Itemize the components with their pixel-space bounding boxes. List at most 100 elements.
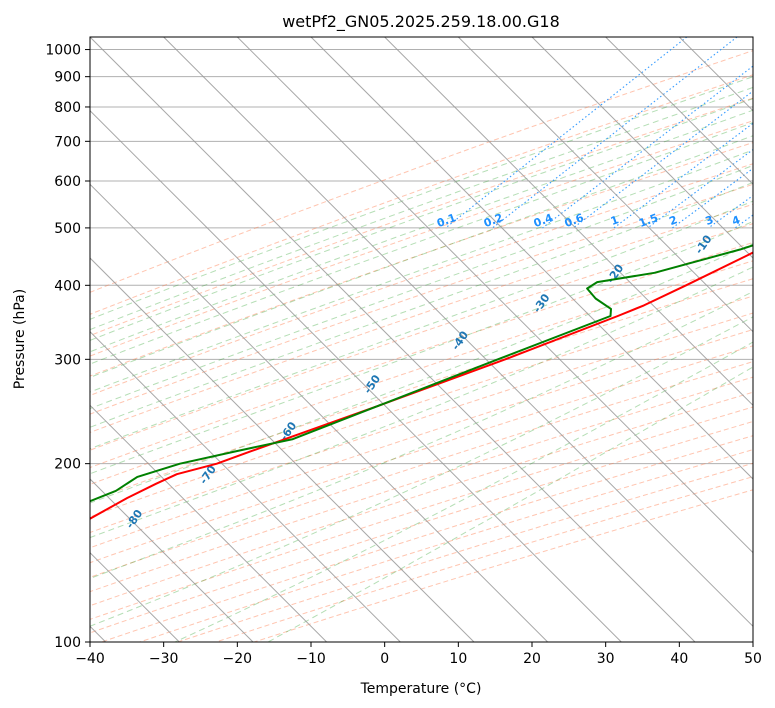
isotherm-line: [90, 183, 549, 642]
isotherm-line: [90, 37, 696, 642]
y-tick-label: 400: [54, 278, 81, 294]
dry-adiabat-line: [90, 376, 753, 593]
dry-adiabat-label: -80: [123, 507, 145, 531]
mixing-ratio-label: 0.2: [482, 211, 505, 230]
y-tick-label: 800: [54, 100, 81, 116]
mixing-ratio-label: 1: [609, 213, 621, 228]
mixing-ratio-label: 0.4: [532, 211, 555, 230]
mixing-ratio-line: [734, 214, 753, 229]
dry-adiabat-line: [90, 391, 753, 607]
x-tick-label: −30: [149, 651, 179, 667]
moist-adiabat-line: [90, 291, 753, 579]
mixing-ratio-label: 3: [704, 213, 716, 228]
mixing-ratio-label: 4: [730, 213, 742, 228]
dry-adiabat-line: [90, 312, 753, 534]
x-tick-label: 0: [380, 651, 389, 667]
mixing-ratio-label: 1.5: [637, 211, 660, 230]
moist-adiabat-line: [90, 266, 753, 539]
skewed-isotherms: [90, 37, 753, 642]
x-tick-label: −10: [296, 651, 326, 667]
isotherm-line: [384, 37, 753, 407]
dry-adiabat-line: [90, 223, 753, 451]
mixing-ratio-line: [613, 122, 753, 229]
x-tick-label: 10: [449, 651, 467, 667]
x-tick-label: 20: [523, 651, 541, 667]
mixing-ratio-line: [492, 37, 738, 229]
dry-adiabat-line: [90, 260, 753, 485]
mixing-ratio-line: [672, 167, 753, 229]
y-tick-label: 600: [54, 174, 81, 190]
x-axis-title: Temperature (°C): [360, 681, 482, 697]
isotherm-line: [90, 330, 401, 642]
isotherm-line: [678, 37, 753, 112]
plot-frame: [89, 36, 754, 643]
temperature-profile-line: [90, 251, 753, 520]
dry-adiabat-label: -100: [0, 600, 15, 630]
dry-adiabat-label: -90: [65, 551, 87, 575]
moist-adiabat-line: [90, 98, 753, 341]
dry-adiabat-label: -40: [449, 329, 471, 353]
chart-title: wetPf2_GN05.2025.259.18.00.G18: [282, 12, 560, 32]
dry-adiabat-label: -10: [693, 232, 715, 256]
dry-adiabat-line: [90, 50, 753, 293]
isotherm-line: [90, 404, 328, 642]
moist-adiabat-line: [267, 366, 753, 642]
dry-adiabat-line: [90, 97, 753, 337]
dry-adiabat-line: [215, 476, 753, 642]
mixing-ratio-line: [542, 65, 753, 229]
isotherm-line: [605, 37, 753, 186]
isotherm-line: [236, 37, 753, 554]
moist-adiabat-line: [90, 242, 753, 504]
y-tick-label: 900: [54, 70, 81, 86]
isotherm-line: [457, 37, 753, 333]
dry-adiabat-line: [90, 295, 753, 518]
x-tick-label: −20: [223, 651, 253, 667]
moist-adiabat-line: [90, 164, 753, 410]
moist-adiabats: [90, 76, 753, 642]
isotherm-line: [90, 478, 254, 642]
y-tick-label: 100: [54, 635, 81, 651]
dry-adiabats: [90, 50, 753, 642]
isobar-grid: [90, 49, 753, 642]
mixing-ratio-line: [572, 90, 753, 229]
x-tick-label: 50: [744, 651, 762, 667]
dry-adiabat-line: [90, 361, 753, 578]
isotherm-line: [310, 37, 753, 480]
isotherm-line: [90, 109, 622, 642]
dry-adiabat-line: [90, 241, 753, 469]
y-tick-label: 700: [54, 134, 81, 150]
moist-adiabat-line: [90, 86, 753, 331]
dry-adiabat-line: [90, 345, 753, 564]
mixing-ratio-label: 0.6: [563, 211, 586, 230]
axes: −40 −30 −20 −10 0 10 20 30 40 50 1000 900 800 700 600 5…: [45, 43, 762, 667]
moist-adiabat-line: [90, 200, 753, 450]
dry-adiabat-line: [90, 163, 753, 396]
isotherm-line: [163, 37, 753, 628]
dewpoint-profile-line: [90, 244, 753, 503]
dry-adiabat-line: [90, 142, 753, 377]
dry-adiabat-label: -30: [531, 291, 553, 315]
mixing-ratio-label: 6: [769, 213, 775, 228]
dry-adiabat-label: -50: [361, 372, 383, 396]
moist-adiabat-line: [90, 109, 753, 353]
mixing-ratio-line: [445, 37, 688, 229]
y-tick-label: 200: [54, 457, 81, 473]
mixing-ratio-lines: [445, 37, 753, 229]
x-tick-label: 40: [670, 651, 688, 667]
dry-adiabat-line: [101, 435, 753, 642]
sounding-profiles: [90, 244, 753, 520]
y-tick-label: 500: [54, 221, 81, 237]
dry-adiabat-line: [177, 462, 753, 642]
y-tick-label: 300: [54, 352, 81, 368]
dry-adiabat-line: [90, 329, 753, 549]
isotherm-line: [90, 257, 475, 642]
dry-adiabat-line: [90, 278, 753, 502]
mixing-ratio-label: 2: [667, 213, 679, 228]
x-tick-label: 30: [597, 651, 615, 667]
x-tick-label: −40: [75, 651, 105, 667]
moist-adiabat-line: [90, 76, 753, 320]
isotherm-line: [752, 37, 753, 38]
y-tick-label: 1000: [45, 43, 81, 59]
